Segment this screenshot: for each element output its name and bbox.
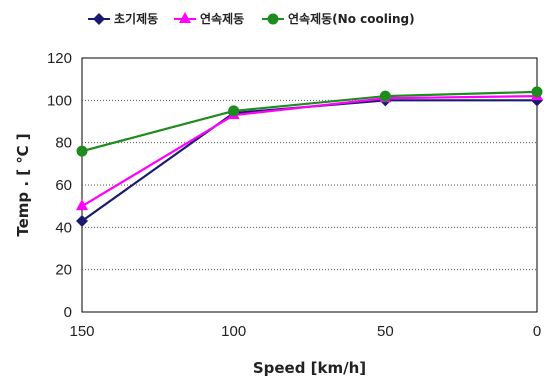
legend-marker [179, 12, 191, 23]
legend-item-1: 초기제동 [88, 11, 158, 26]
series-line [81, 90, 538, 153]
x-tick-label: 0 [533, 323, 541, 340]
data-point [379, 90, 391, 102]
y-axis-label: Temp . [ ℃ ] [14, 133, 32, 236]
data-point [531, 86, 543, 98]
legend-marker [267, 13, 279, 25]
y-tick-label: 120 [47, 50, 72, 67]
series-2 [76, 89, 543, 211]
y-tick-label: 60 [55, 177, 72, 194]
y-tick-label: 100 [47, 92, 72, 109]
legend-label: 연속제동(No cooling) [288, 11, 415, 26]
y-tick-label: 40 [55, 219, 72, 236]
data-point [228, 105, 240, 117]
y-tick-label: 0 [64, 304, 72, 321]
data-point [76, 199, 88, 211]
x-axis-ticks: 150 100 50 0 [69, 323, 541, 340]
data-point [76, 145, 88, 157]
y-tick-label: 80 [55, 135, 72, 152]
legend-label: 연속제동 [200, 11, 244, 26]
y-tick-label: 20 [55, 262, 72, 279]
legend: 초기제동 연속제동 연속제동(No cooling) [88, 11, 415, 26]
x-tick-label: 100 [221, 323, 246, 340]
y-axis-ticks: 0 20 40 60 80 100 120 [47, 50, 72, 321]
x-tick-label: 150 [69, 323, 94, 340]
series-group [76, 86, 543, 227]
grid [82, 99, 537, 271]
legend-marker [93, 13, 105, 25]
x-tick-label: 50 [377, 323, 394, 340]
legend-item-2: 연속제동 [174, 11, 244, 26]
x-axis-label: Speed [km/h] [253, 359, 366, 377]
series-1 [76, 94, 543, 227]
legend-label: 초기제동 [114, 11, 158, 26]
series-line [81, 99, 537, 222]
data-point [76, 214, 88, 227]
legend-item-3: 연속제동(No cooling) [262, 11, 415, 26]
series-line [81, 95, 538, 208]
series-3 [76, 86, 543, 157]
